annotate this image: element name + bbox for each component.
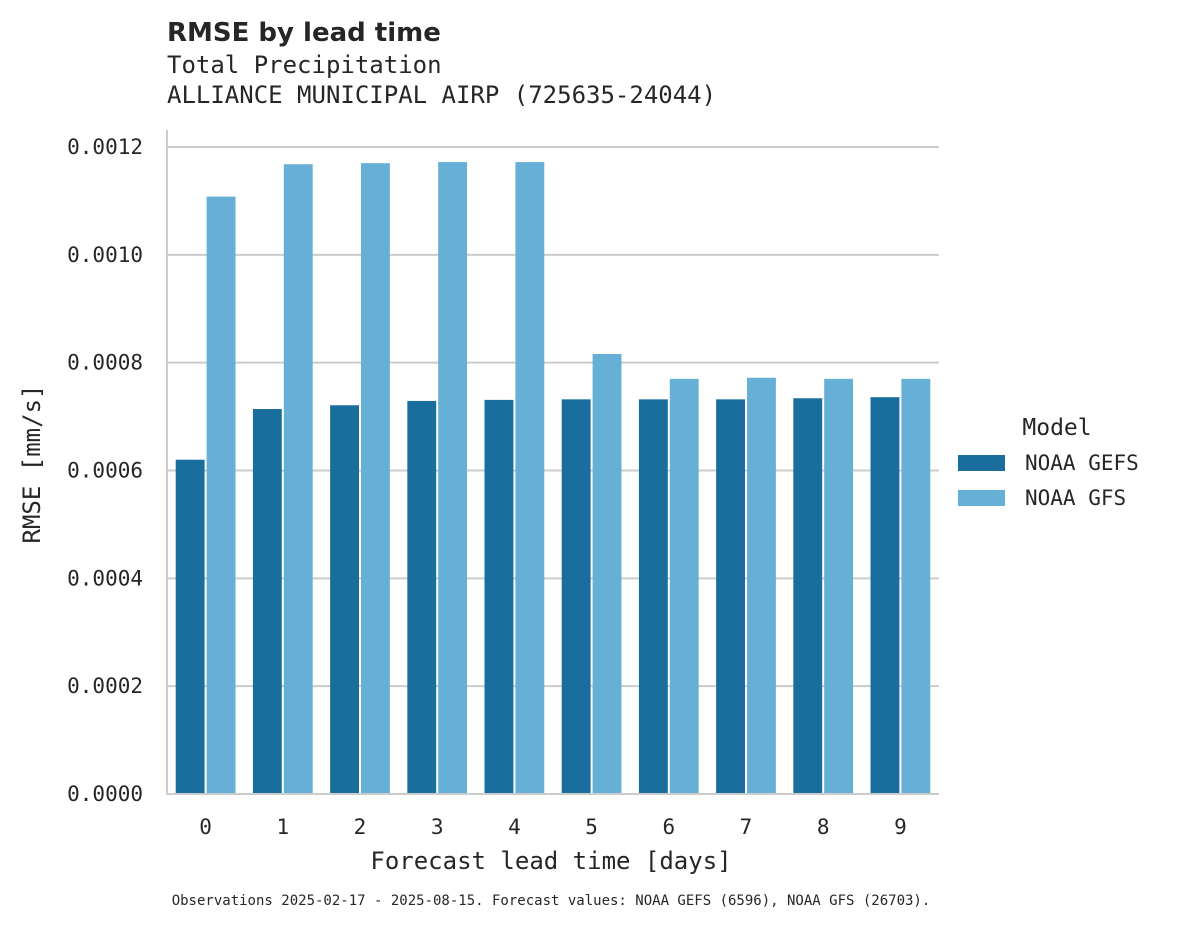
bar-noaa-gefs-1 (252, 409, 282, 794)
bar-noaa-gfs-6 (669, 378, 699, 794)
x-tick-label: 1 (276, 815, 289, 839)
chart-subtitle-variable: Total Precipitation (167, 51, 442, 79)
bar-noaa-gefs-0 (175, 459, 205, 794)
bar-noaa-gfs-0 (206, 196, 236, 794)
bar-noaa-gefs-5 (561, 399, 591, 794)
x-tick-label: 4 (508, 815, 521, 839)
x-tick-labels: 0 1 2 3 4 5 6 7 8 9 (199, 815, 906, 839)
bar-noaa-gefs-4 (484, 399, 514, 794)
x-tick-label: 7 (740, 815, 753, 839)
bar-noaa-gefs-2 (330, 405, 359, 794)
bar-noaa-gefs-3 (407, 400, 437, 794)
bar-noaa-gfs-8 (824, 378, 854, 794)
y-tick-label: 0.0002 (67, 674, 143, 698)
bar-noaa-gefs-7 (716, 399, 745, 794)
x-tick-label: 8 (817, 815, 830, 839)
y-tick-labels: 0.0000 0.0002 0.0004 0.0006 0.0008 0.0010 0.00… (67, 135, 143, 806)
legend-swatch (958, 490, 1005, 506)
x-tick-label: 6 (662, 815, 675, 839)
y-tick-label: 0.0012 (67, 135, 143, 159)
bar-noaa-gefs-6 (638, 399, 668, 794)
y-tick-label: 0.0010 (67, 243, 143, 267)
bar-noaa-gfs-9 (901, 378, 931, 794)
legend-label: NOAA GEFS (1025, 451, 1139, 475)
x-tick-label: 2 (354, 815, 367, 839)
x-tick-label: 9 (894, 815, 907, 839)
bars (175, 162, 931, 795)
bar-noaa-gfs-5 (592, 354, 622, 794)
legend-title: Model (1022, 415, 1091, 441)
gridlines (167, 146, 939, 688)
axes (166, 130, 939, 795)
x-tick-label: 3 (431, 815, 444, 839)
legend: Model NOAA GEFS NOAA GFS (958, 415, 1139, 510)
x-axis-label: Forecast lead time [days] (370, 847, 731, 875)
y-tick-label: 0.0006 (67, 459, 143, 483)
bar-noaa-gefs-9 (870, 397, 900, 794)
x-tick-label: 0 (199, 815, 212, 839)
bar-noaa-gfs-7 (747, 377, 776, 794)
bar-noaa-gfs-2 (361, 163, 390, 795)
y-tick-label: 0.0000 (67, 782, 143, 806)
y-tick-label: 0.0004 (67, 566, 143, 590)
bar-noaa-gfs-4 (515, 162, 545, 794)
footnote: Observations 2025-02-17 - 2025-08-15. Fo… (172, 893, 931, 909)
legend-label: NOAA GFS (1025, 486, 1126, 510)
x-tick-label: 5 (585, 815, 598, 839)
y-tick-label: 0.0008 (67, 351, 143, 375)
legend-swatch (958, 455, 1005, 471)
chart-title: RMSE by lead time (167, 18, 441, 48)
bar-noaa-gefs-8 (793, 398, 823, 794)
chart-subtitle-station: ALLIANCE MUNICIPAL AIRP (725635-24044) (167, 81, 716, 109)
y-axis-label: RMSE [mm/s] (18, 385, 46, 544)
bar-noaa-gfs-3 (438, 162, 468, 794)
bar-noaa-gfs-1 (283, 164, 313, 795)
